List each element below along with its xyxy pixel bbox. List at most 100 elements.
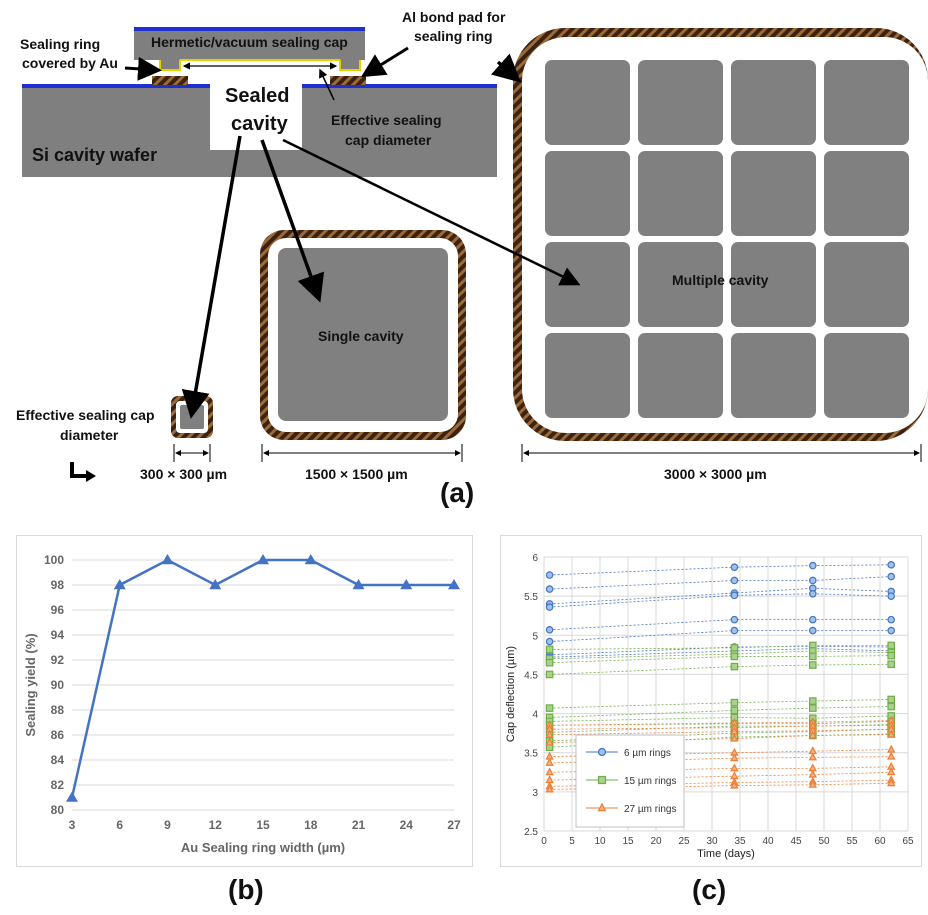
- series-1-curve-3-point-0: [545, 670, 554, 679]
- data-point-9: [161, 554, 174, 565]
- legend-label-2: 27 µm rings: [624, 804, 676, 815]
- x-tick-label-50: 50: [818, 836, 830, 847]
- x-tick-label-65: 65: [902, 836, 914, 847]
- series-2-curve-5-point-2: [808, 752, 817, 761]
- series-0-curve-4-point-1: [730, 615, 739, 624]
- series-0-curve-1-point-0: [545, 585, 554, 593]
- x-tick-label-0: 0: [541, 836, 547, 847]
- series-2-curve-3-point-2: [808, 730, 817, 739]
- y-tick-label-4.5: 4.5: [524, 670, 538, 681]
- cavity-cell-1: [638, 60, 723, 145]
- x-tick-label-30: 30: [706, 836, 718, 847]
- y-tick-label-3.5: 3.5: [524, 749, 538, 760]
- series-1-curve-0-point-0: [545, 645, 554, 654]
- multiple-cavity-label: Multiple cavity: [672, 272, 769, 288]
- y-tick-label-6: 6: [532, 553, 538, 564]
- series-1-curve-4-point-0: [545, 704, 554, 712]
- diagram-panel-a: [22, 27, 928, 482]
- legend-label-1: 15 µm rings: [624, 776, 676, 787]
- y-tick-label-100: 100: [44, 553, 64, 567]
- sealed-cavity-label-line2: cavity: [231, 113, 288, 135]
- series-2-curve-6-point-1: [730, 763, 739, 772]
- x-tick-label-10: 10: [594, 836, 606, 847]
- series-0-curve-5-point-3: [887, 626, 896, 635]
- cavity-cell-15: [824, 333, 909, 418]
- series-0-curve-3-point-2: [808, 589, 817, 598]
- series-2-curve-9-point-2: [808, 779, 817, 788]
- series-1-curve-3-point-2: [809, 661, 817, 669]
- y-tick-label-5: 5: [532, 631, 538, 642]
- series-2-curve-2-point-0: [545, 729, 554, 738]
- series-1-curve-4-point-3: [887, 695, 896, 704]
- series-0-curve-1-point-3: [887, 572, 896, 581]
- series-2-curve-9-point-0: [545, 784, 554, 793]
- series-1-line-4: [549, 699, 892, 709]
- x-tick-label-20: 20: [650, 836, 662, 847]
- series-0-curve-4-point-0: [545, 626, 554, 634]
- y-tick-label-88: 88: [51, 703, 65, 717]
- arrow-to-small-cavity: [181, 135, 242, 419]
- legend-marker-1: [597, 775, 607, 785]
- series-2-curve-5-point-3: [887, 751, 896, 760]
- series-2-curve-9-point-1: [730, 780, 739, 789]
- series-2-curve-9-point-3: [887, 778, 896, 787]
- series-0-curve-5-point-2: [808, 626, 817, 635]
- al-pad-label-line2: sealing ring: [414, 28, 493, 44]
- x-tick-label-27: 27: [447, 818, 461, 832]
- dimension-lines: [173, 444, 922, 462]
- arrow-to-multiple-cavity: [282, 138, 581, 286]
- effective-diameter-label-line2: cap diameter: [345, 132, 432, 148]
- series-0-curve-3-point-3: [887, 592, 896, 600]
- series-1-line-3: [549, 663, 892, 675]
- x-tick-label-5: 5: [569, 836, 575, 847]
- al-bond-pad-left: [152, 76, 188, 85]
- y-tick-label-86: 86: [51, 728, 65, 742]
- series-1-line-5: [549, 706, 892, 718]
- ring-au-label-line2: covered by Au: [22, 55, 118, 71]
- single-cavity-label: Single cavity: [318, 328, 404, 344]
- series-1-line-6: [549, 715, 892, 722]
- series-0-line-1: [549, 576, 892, 590]
- y-tick-label-80: 80: [51, 803, 65, 817]
- y-tick-label-4: 4: [532, 710, 538, 721]
- x-tick-label-40: 40: [762, 836, 774, 847]
- y-tick-label-92: 92: [51, 653, 65, 667]
- series-2-curve-7-point-3: [887, 767, 896, 776]
- series-1-curve-5-point-3: [887, 702, 896, 711]
- chart-b-frame: [16, 535, 473, 867]
- series-0-curve-4-point-2: [808, 615, 817, 624]
- x-tick-label-15: 15: [622, 836, 634, 847]
- x-tick-label-3: 3: [69, 818, 76, 832]
- series-0-line-0: [549, 564, 892, 576]
- wafer-label: Si cavity wafer: [32, 145, 158, 165]
- series-0-curve-0-point-1: [730, 563, 739, 571]
- series-0-curve-4-point-3: [887, 615, 896, 624]
- al-pad-label-arrow: [360, 46, 409, 78]
- cavity-cell-12: [545, 333, 630, 418]
- series-1-line-0: [549, 645, 892, 650]
- cap-label: Hermetic/vacuum sealing cap: [151, 34, 348, 50]
- series-2-curve-5-point-1: [730, 753, 739, 762]
- series-1-line-8: [549, 724, 892, 733]
- multiple-cavity: [513, 28, 928, 441]
- series-0-curve-5-point-1: [730, 626, 739, 635]
- x-tick-label-35: 35: [734, 836, 746, 847]
- cross-section: [22, 27, 497, 177]
- cavity-cell-5: [638, 151, 723, 236]
- legend-marker-2: [597, 802, 607, 812]
- sealing-cap: [134, 30, 365, 60]
- series-1-curve-2-point-3: [887, 651, 896, 660]
- series-2-curve-3-point-1: [730, 733, 739, 742]
- series-1-curve-3-point-3: [887, 660, 896, 669]
- cavity-cell-9: [638, 242, 723, 327]
- y-tick-label-84: 84: [51, 753, 65, 767]
- dim-multiple-label: 3000 × 3000 µm: [664, 466, 767, 482]
- legend-box: [575, 734, 685, 828]
- series-1-curve-2-point-1: [730, 652, 739, 661]
- al-pad-label-line1: Al bond pad for: [402, 9, 506, 25]
- x-tick-label-25: 25: [678, 836, 690, 847]
- series-1-curve-3-point-1: [730, 662, 739, 671]
- series-1-line-1: [549, 650, 892, 660]
- dim-small-label: 300 × 300 µm: [140, 466, 228, 482]
- panel-a-label: (a): [440, 477, 475, 508]
